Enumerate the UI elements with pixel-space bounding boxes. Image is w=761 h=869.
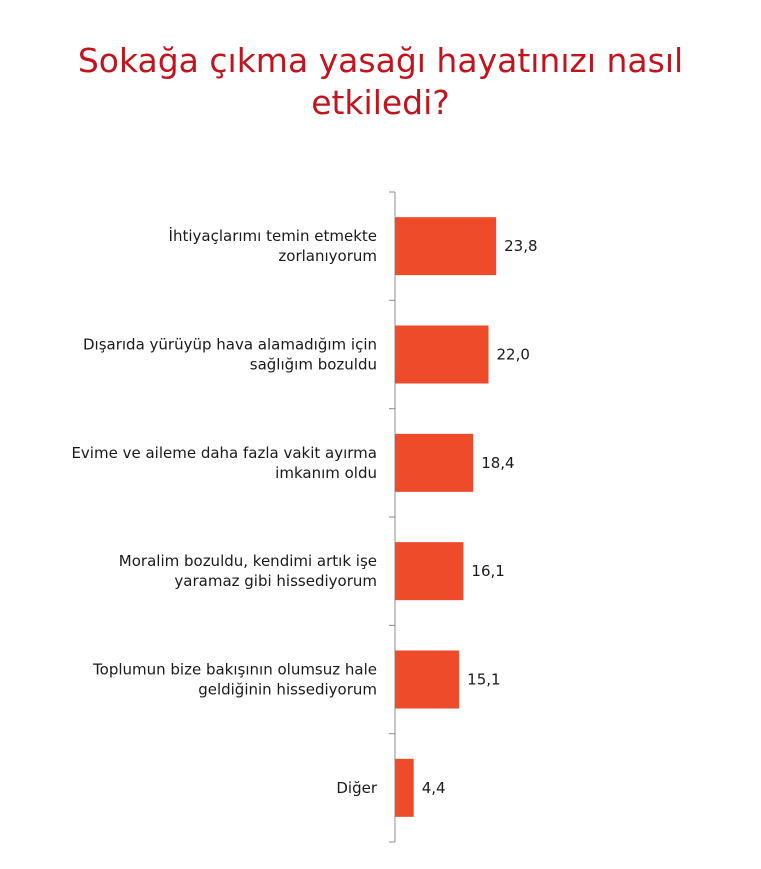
category-label: İhtiyaçlarımı temin etmekte: [169, 226, 377, 245]
value-label: 22,0: [497, 346, 530, 364]
category-label: yaramaz gibi hissediyorum: [174, 572, 377, 590]
bar: [395, 433, 474, 492]
bar: [395, 758, 414, 817]
chart-title-line-2: etkiledi?: [311, 83, 450, 123]
category-label: sağlığım bozuldu: [250, 356, 377, 374]
bar: [395, 542, 464, 601]
category-label: imkanım oldu: [275, 464, 377, 482]
bar: [395, 650, 460, 709]
chart-title-line-1: Sokağa çıkma yasağı hayatınızı nasıl: [77, 41, 684, 81]
bar: [395, 217, 497, 276]
value-label: 23,8: [504, 237, 537, 255]
category-label: Diğer: [336, 779, 377, 797]
value-label: 4,4: [422, 779, 446, 797]
value-label: 18,4: [481, 454, 514, 472]
category-label: zorlanıyorum: [278, 247, 377, 265]
category-label: geldiğinin hissediyorum: [198, 681, 377, 699]
value-label: 15,1: [467, 671, 500, 689]
category-label: Toplumun bize bakışının olumsuz hale: [92, 661, 377, 679]
category-label: Moralim bozuldu, kendimi artık işe: [119, 552, 377, 570]
chart-title: Sokağa çıkma yasağı hayatınızı nasıl etk…: [0, 40, 761, 124]
category-label: Dışarıda yürüyüp hava alamadığım için: [83, 336, 377, 354]
bar: [395, 325, 489, 384]
category-label: Evime ve aileme daha fazla vakit ayırma: [71, 444, 377, 462]
value-label: 16,1: [471, 562, 504, 580]
